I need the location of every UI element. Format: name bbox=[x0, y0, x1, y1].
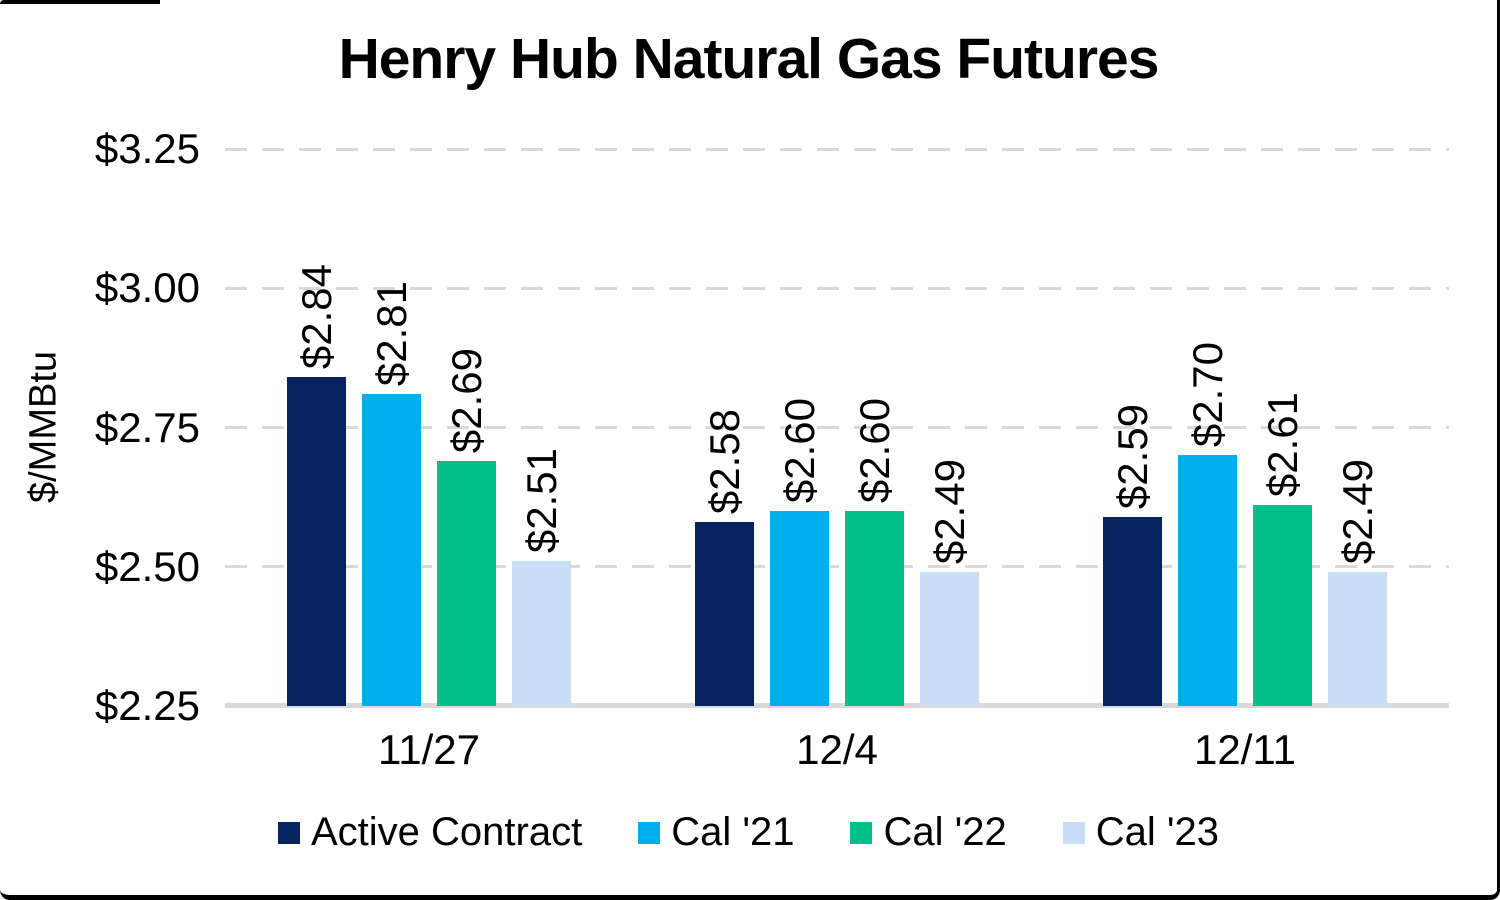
legend-swatch-icon-cal-23 bbox=[1062, 821, 1085, 844]
data-label-active-contract-12-11: $2.59 bbox=[1108, 403, 1156, 509]
legend-item-cal-23: Cal '23 bbox=[1062, 810, 1219, 855]
gridline-2-75 bbox=[225, 426, 1449, 429]
x-tick-label-12-11: 12/11 bbox=[1194, 726, 1296, 773]
bar-group-12-4: $2.58 $2.60 $2.60 $2.49 bbox=[633, 149, 1041, 706]
bar-cal-23-12-4 bbox=[920, 572, 979, 706]
legend-swatch-icon-cal-22 bbox=[850, 821, 873, 844]
x-tick-label-12-4: 12/4 bbox=[796, 726, 878, 773]
x-axis-tick-labels: 11/27 12/4 12/11 bbox=[225, 724, 1449, 776]
x-tick-label-11-27: 11/27 bbox=[378, 726, 480, 773]
bar-cal-21-12-4 bbox=[770, 511, 829, 706]
gridline-2-50 bbox=[225, 565, 1449, 569]
legend-label-cal-22: Cal '22 bbox=[883, 810, 1007, 854]
bar-cal-21-12-11 bbox=[1178, 455, 1237, 706]
data-label-cal-23-11-27: $2.51 bbox=[517, 448, 565, 554]
bar-column-active-contract-12-4: $2.58 bbox=[695, 149, 754, 706]
bar-active-contract-11-27 bbox=[287, 377, 346, 706]
x-axis-line bbox=[225, 703, 1449, 708]
bar-active-contract-12-4 bbox=[695, 522, 754, 706]
plot-area: $2.84 $2.81 $2.69 $2.51 $2.58 $2.60 $2.60 $2.49… bbox=[225, 147, 1449, 708]
bar-column-cal-22-12-4: $2.60 bbox=[845, 149, 904, 706]
bar-column-cal-23-12-4: $2.49 bbox=[920, 149, 979, 706]
window-border-fragment bbox=[0, 0, 160, 4]
data-label-active-contract-11-27: $2.84 bbox=[292, 264, 340, 370]
bar-cal-22-11-27 bbox=[437, 460, 496, 706]
bar-column-cal-21-11-27: $2.81 bbox=[362, 149, 421, 706]
bar-column-cal-22-12-11: $2.61 bbox=[1253, 149, 1312, 706]
data-label-cal-23-12-4: $2.49 bbox=[925, 459, 973, 565]
y-tick-label-2-50: $2.50 bbox=[94, 542, 200, 590]
y-tick-label-2-25: $2.25 bbox=[94, 682, 200, 729]
legend-item-cal-22: Cal '22 bbox=[850, 810, 1007, 855]
bar-column-cal-21-12-11: $2.70 bbox=[1178, 149, 1237, 706]
bar-column-cal-23-11-27: $2.51 bbox=[512, 149, 571, 706]
gridline-3-00 bbox=[225, 286, 1449, 290]
legend-label-cal-23: Cal '23 bbox=[1095, 810, 1219, 854]
bar-column-cal-22-11-27: $2.69 bbox=[437, 149, 496, 706]
legend-label-active-contract: Active Contract bbox=[310, 810, 583, 854]
bar-cal-23-12-11 bbox=[1328, 572, 1387, 706]
bar-cal-22-12-4 bbox=[845, 511, 904, 706]
bar-group-12-11: $2.59 $2.70 $2.61 $2.49 bbox=[1041, 149, 1449, 706]
bar-column-active-contract-11-27: $2.84 bbox=[287, 149, 346, 706]
legend-label-cal-21: Cal '21 bbox=[671, 810, 795, 854]
bar-column-cal-21-12-4: $2.60 bbox=[770, 149, 829, 706]
bar-column-cal-23-12-11: $2.49 bbox=[1328, 149, 1387, 706]
chart-title: Henry Hub Natural Gas Futures bbox=[338, 27, 1160, 91]
gridline-3-25 bbox=[225, 147, 1449, 151]
legend-swatch-icon-cal-21 bbox=[638, 821, 661, 844]
data-label-cal-21-12-4: $2.60 bbox=[775, 397, 823, 504]
y-tick-label-3-00: $3.00 bbox=[94, 264, 200, 312]
data-label-cal-22-12-4: $2.60 bbox=[850, 397, 898, 504]
legend-item-active-contract: Active Contract bbox=[277, 810, 583, 855]
bar-groups: $2.84 $2.81 $2.69 $2.51 $2.58 $2.60 $2.60 $2.49… bbox=[225, 149, 1449, 706]
data-label-cal-22-11-27: $2.69 bbox=[442, 347, 490, 453]
legend: Active Contract Cal '21 Cal '22 Cal '23 bbox=[0, 810, 1497, 855]
bar-cal-23-11-27 bbox=[512, 561, 571, 706]
bar-group-11-27: $2.84 $2.81 $2.69 $2.51 bbox=[225, 149, 633, 706]
data-label-cal-21-11-27: $2.81 bbox=[367, 280, 415, 387]
y-tick-label-2-75: $2.75 bbox=[94, 403, 200, 451]
data-label-active-contract-12-4: $2.58 bbox=[700, 409, 748, 515]
bar-column-active-contract-12-11: $2.59 bbox=[1103, 149, 1162, 706]
data-label-cal-21-12-11: $2.70 bbox=[1183, 342, 1231, 448]
bar-active-contract-12-11 bbox=[1103, 516, 1162, 706]
legend-item-cal-21: Cal '21 bbox=[638, 810, 794, 855]
data-label-cal-22-12-11: $2.61 bbox=[1258, 392, 1306, 498]
data-label-cal-23-12-11: $2.49 bbox=[1333, 459, 1381, 565]
bar-cal-22-12-11 bbox=[1253, 505, 1312, 706]
legend-swatch-icon-active-contract bbox=[277, 821, 300, 844]
bar-cal-21-11-27 bbox=[362, 394, 421, 706]
y-tick-label-3-25: $3.25 bbox=[94, 125, 200, 172]
